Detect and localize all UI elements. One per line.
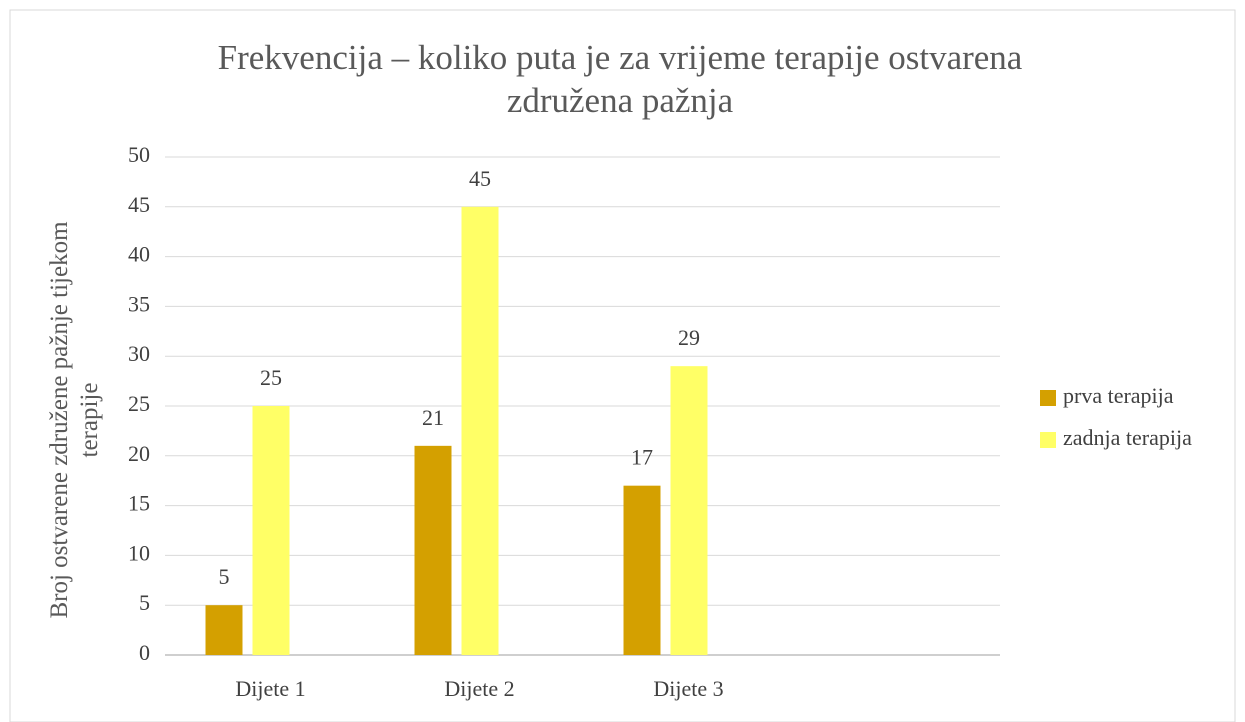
- y-tick-label: 35: [128, 291, 150, 316]
- y-tick-label: 50: [128, 142, 150, 167]
- bar: [205, 605, 243, 655]
- y-tick-label: 25: [128, 391, 150, 416]
- chart-border: [9, 9, 1236, 722]
- data-label: 29: [678, 325, 700, 350]
- data-label: 45: [469, 166, 491, 191]
- y-tick-label: 20: [128, 441, 150, 466]
- bar: [414, 445, 452, 655]
- y-tick-label: 45: [128, 192, 150, 217]
- x-tick-label: Dijete 1: [235, 676, 305, 701]
- y-tick-label: 5: [139, 590, 150, 615]
- y-tick-label: 0: [139, 640, 150, 665]
- legend-swatch: [1040, 432, 1056, 448]
- y-axis-label: Broj ostvarene združene pažnje tijekom t…: [46, 221, 103, 619]
- y-tick-label: 15: [128, 491, 150, 516]
- data-label: 5: [219, 564, 230, 589]
- bar: [623, 485, 661, 655]
- data-label: 21: [422, 405, 444, 430]
- bar: [252, 406, 290, 655]
- y-tick-label: 40: [128, 242, 150, 267]
- data-label: 17: [631, 445, 653, 470]
- legend-label: zadnja terapija: [1063, 425, 1192, 450]
- bar: [670, 366, 708, 655]
- data-label: 25: [260, 365, 282, 390]
- x-tick-label: Dijete 3: [653, 676, 723, 701]
- bar: [461, 206, 499, 656]
- y-tick-label: 10: [128, 540, 150, 565]
- x-tick-label: Dijete 2: [444, 676, 514, 701]
- legend-label: prva terapija: [1063, 383, 1174, 408]
- chart-title: Frekvencija – koliko puta je za vrijeme …: [217, 38, 1023, 120]
- y-tick-label: 30: [128, 341, 150, 366]
- legend-swatch: [1040, 390, 1056, 406]
